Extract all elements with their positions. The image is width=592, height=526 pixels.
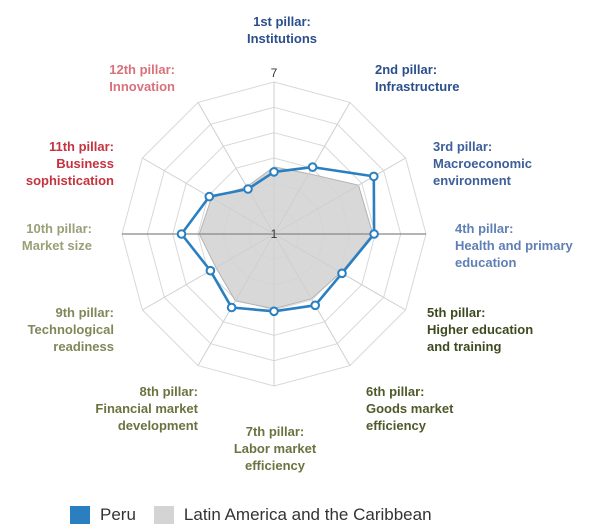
axis-label-4-line-3: education: [455, 255, 516, 270]
axis-label-7: 7th pillar: Labor market efficiency: [234, 424, 317, 473]
peru-point-8: [226, 302, 237, 313]
axis-label-1-line-2: Institutions: [247, 31, 317, 46]
axis-label-4: 4th pillar: Health and primary education: [455, 221, 574, 270]
peru-point-9: [205, 265, 216, 276]
axis-label-6-line-2: Goods market: [366, 401, 454, 416]
axis-label-3-line-3: environment: [433, 173, 512, 188]
axis-label-11: 11th pillar: Business sophistication: [26, 139, 114, 188]
axis-label-8: 8th pillar: Financial market development: [95, 384, 198, 433]
axis-label-6: 6th pillar: Goods market efficiency: [366, 384, 454, 433]
legend-item-region: Latin America and the Caribbean: [153, 505, 432, 525]
legend-swatch-peru: [70, 506, 90, 524]
axis-label-10-line-2: Market size: [22, 238, 92, 253]
regional-series-area: [198, 166, 374, 310]
peru-point-4: [369, 229, 379, 239]
axis-label-11-line-1: 11th pillar:: [49, 139, 114, 154]
axis-label-7-line-3: efficiency: [245, 458, 306, 473]
peru-point-7: [269, 306, 279, 317]
peru-point-3: [369, 171, 379, 182]
axis-label-2-line-2: Infrastructure: [375, 79, 460, 94]
peru-point-6: [310, 300, 321, 311]
peru-point-5: [337, 268, 347, 279]
peru-point-10: [176, 229, 187, 239]
legend-label-peru: Peru: [100, 505, 136, 524]
peru-series-group: [176, 162, 379, 317]
tick-label-7: 7: [271, 66, 278, 80]
axis-label-8-line-3: development: [118, 418, 199, 433]
axis-label-9-line-1: 9th pillar:: [55, 305, 114, 320]
axis-label-6-line-3: efficiency: [366, 418, 427, 433]
peru-point-12: [243, 184, 253, 194]
axis-label-10: 10th pillar: Market size: [22, 221, 92, 253]
axis-label-8-line-2: Financial market: [95, 401, 198, 416]
axis-label-10-line-1: 10th pillar:: [26, 221, 92, 236]
axis-label-2: 2nd pillar: Infrastructure: [375, 62, 460, 94]
axis-label-2-line-1: 2nd pillar:: [375, 62, 437, 77]
peru-point-2: [307, 162, 318, 172]
spoke-8: [197, 233, 275, 366]
axis-label-5-line-3: and training: [427, 339, 501, 354]
axis-label-3-line-1: 3rd pillar:: [433, 139, 492, 154]
axis-label-3-line-2: Macroeconomic: [433, 156, 532, 171]
axis-label-7-line-1: 7th pillar:: [246, 424, 305, 439]
axis-label-5-line-2: Higher education: [427, 322, 533, 337]
axis-label-1: 1st pillar: Institutions: [247, 14, 317, 46]
radial-ticks: 17: [271, 66, 278, 241]
axis-label-5: 5th pillar: Higher education and training: [427, 305, 533, 354]
region-area: [198, 166, 374, 310]
axis-label-12: 12th pillar: Innovation: [109, 62, 175, 94]
peru-point-11: [204, 191, 215, 202]
axis-label-6-line-1: 6th pillar:: [366, 384, 425, 399]
legend-item-peru: Peru: [70, 505, 136, 525]
axis-label-4-line-1: 4th pillar:: [455, 221, 514, 236]
axis-labels: 1st pillar: Institutions 2nd pillar: Infras…: [22, 14, 574, 473]
axis-label-12-line-2: Innovation: [109, 79, 175, 94]
axis-label-11-line-2: Business: [56, 156, 114, 171]
axis-label-1-line-1: 1st pillar:: [253, 14, 311, 29]
axis-label-9-line-2: Technological: [28, 322, 114, 337]
legend-swatch-region: [153, 506, 174, 524]
spoke-3: [273, 157, 406, 235]
spoke-6: [273, 233, 351, 366]
legend-label-region: Latin America and the Caribbean: [183, 505, 432, 524]
spoke-12: [197, 102, 275, 235]
legend: Peru Latin America and the Caribbean: [70, 504, 450, 526]
axis-label-8-line-1: 8th pillar:: [139, 384, 198, 399]
axis-label-11-line-3: sophistication: [26, 173, 114, 188]
axis-label-5-line-1: 5th pillar:: [427, 305, 486, 320]
axis-label-3: 3rd pillar: Macroeconomic environment: [433, 139, 532, 188]
tick-label-1: 1: [271, 227, 278, 241]
axis-label-4-line-2: Health and primary: [455, 238, 574, 253]
axis-label-9: 9th pillar: Technological readiness: [28, 305, 114, 354]
axis-label-12-line-1: 12th pillar:: [109, 62, 175, 77]
axis-label-7-line-2: Labor market: [234, 441, 317, 456]
axis-label-9-line-3: readiness: [53, 339, 114, 354]
peru-point-1: [269, 167, 279, 177]
